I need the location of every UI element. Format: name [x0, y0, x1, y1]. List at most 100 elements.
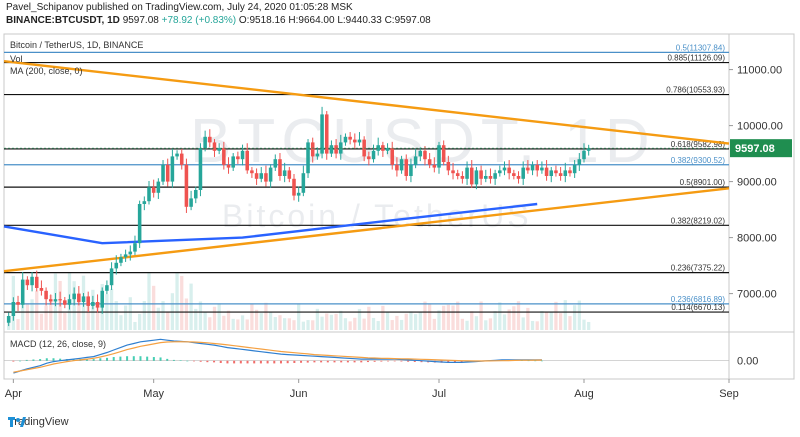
macd-histogram-bar — [273, 360, 276, 364]
candle — [264, 165, 268, 187]
volume-bar — [582, 319, 586, 330]
last-price-value: 9597.08 — [122, 15, 159, 26]
candle-body — [441, 145, 446, 162]
time-tick-label: Apr — [5, 388, 22, 400]
candle — [441, 140, 446, 166]
volume-bar — [268, 311, 273, 330]
candle-body — [427, 159, 432, 165]
candle — [544, 160, 549, 181]
candle — [133, 235, 137, 255]
candle-body — [296, 192, 301, 196]
time-axis: Apr May Jun Jul Aug Sep — [4, 378, 739, 400]
fib-level-label: 0.885(11126.09) — [667, 54, 725, 63]
macd-histogram-bar — [333, 360, 336, 363]
candle — [568, 167, 572, 177]
volume-bar — [44, 305, 48, 330]
candle — [292, 174, 296, 201]
candle-body — [151, 187, 156, 193]
macd-histogram-bar — [12, 360, 15, 362]
macd-histogram-bar — [19, 360, 22, 362]
volume-bar — [287, 318, 291, 330]
macd-histogram-bar — [186, 360, 189, 362]
time-tick-label: Jun — [290, 388, 308, 400]
candle-body — [329, 145, 334, 154]
volume-bar — [526, 307, 530, 330]
candle-body — [516, 176, 521, 179]
volume-bar — [63, 313, 67, 330]
volume-bar — [30, 299, 34, 330]
volume-bar — [456, 301, 460, 330]
candle — [348, 132, 352, 145]
candle-body — [292, 178, 296, 196]
candle-body — [119, 257, 123, 263]
macd-signal-line — [13, 341, 542, 373]
macd-histogram-bar — [393, 360, 396, 362]
candle-body — [250, 170, 254, 174]
candle-body — [142, 201, 147, 204]
volume-bar — [334, 313, 338, 330]
candle — [119, 253, 123, 267]
candle-body — [189, 198, 193, 207]
volume-bar — [535, 321, 539, 330]
candle-body — [137, 204, 142, 244]
macd-histogram-bar — [293, 360, 296, 363]
candle — [175, 150, 179, 160]
candle — [315, 147, 320, 160]
macd-histogram-bar — [92, 359, 95, 361]
candle — [81, 293, 86, 307]
tradingview-footer[interactable]: TradingView — [8, 416, 69, 428]
candle-body — [34, 276, 39, 288]
macd-histogram-bar — [139, 356, 142, 361]
macd-histogram-bar — [85, 359, 88, 361]
price-tick-label: 7000.00 — [737, 289, 777, 301]
volume-bar — [507, 309, 511, 330]
candle — [535, 160, 540, 177]
candle — [320, 106, 324, 159]
candle-body — [217, 148, 221, 151]
volume-bar — [175, 272, 179, 330]
candle-body — [86, 296, 90, 306]
volume-bar — [250, 304, 254, 330]
macd-histogram-bar — [353, 360, 356, 363]
publish-info: Pavel_Schipanov published on TradingView… — [6, 2, 353, 13]
volume-bar — [77, 299, 81, 330]
candle-body — [413, 156, 418, 165]
symbol-info: BINANCE:BTCUSDT, 1D 9597.08 +78.92 (+0.8… — [6, 15, 431, 26]
candle — [516, 171, 521, 184]
volume-bar — [283, 318, 287, 330]
candle — [189, 190, 193, 211]
candle-body — [530, 164, 535, 171]
candle-body — [479, 170, 483, 179]
volume-bar — [573, 305, 577, 330]
macd-histogram-bar — [320, 360, 323, 363]
fib-level-label: 0.382(8219.02) — [671, 216, 726, 225]
candle — [385, 143, 390, 155]
candle — [432, 157, 437, 173]
candle-body — [133, 243, 137, 252]
candle — [474, 167, 479, 190]
candle — [507, 160, 511, 180]
candle-body — [198, 148, 203, 190]
candle-body — [558, 173, 563, 176]
volume-bar — [395, 315, 399, 330]
volume-bar — [404, 313, 408, 330]
macd-histogram-bar — [413, 360, 416, 362]
volume-bar — [530, 320, 535, 330]
candle-body — [563, 170, 568, 176]
candle — [381, 141, 385, 157]
candle — [212, 139, 217, 157]
volume-bar — [558, 313, 563, 330]
candle-body — [507, 167, 511, 174]
candle-body — [554, 170, 558, 174]
macd-histogram-bar — [206, 360, 209, 363]
candle — [245, 143, 250, 174]
candle-body — [226, 164, 231, 168]
fib-level-label: 0.5(11307.84) — [676, 43, 726, 52]
macd-histogram-bar — [172, 359, 175, 361]
candle-body — [544, 167, 549, 176]
volume-bar — [194, 308, 198, 330]
volume-bar — [222, 315, 226, 330]
candle — [217, 143, 221, 155]
candle-body — [105, 285, 109, 291]
candle — [526, 160, 530, 174]
